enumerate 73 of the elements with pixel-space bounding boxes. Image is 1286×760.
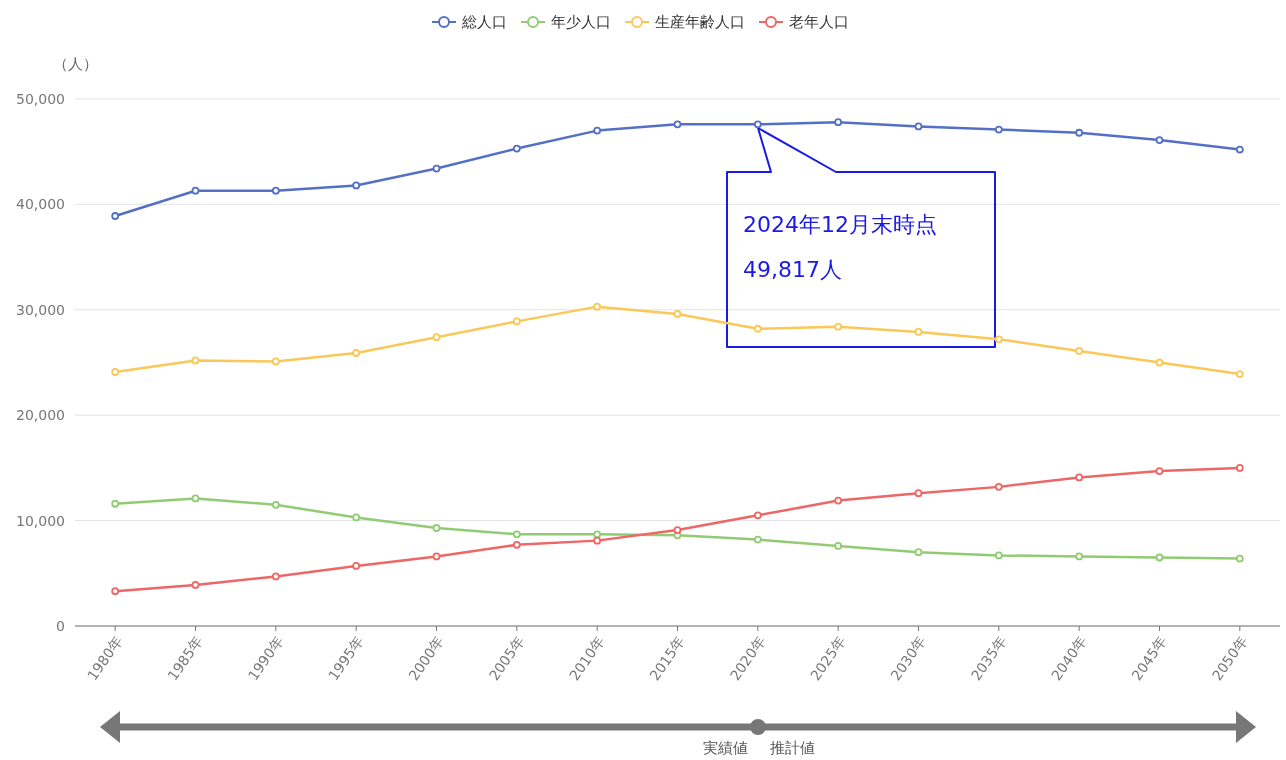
point: [352, 562, 361, 570]
point: [914, 548, 923, 557]
point: [271, 572, 280, 581]
annotation: 2024年12月末時点 49,817人: [743, 212, 937, 282]
y-tick-label: 10,000: [16, 512, 65, 529]
point: [432, 333, 441, 342]
point: [994, 125, 1003, 134]
point: [1155, 467, 1164, 475]
point: [512, 317, 521, 326]
point: [994, 335, 1003, 344]
point: [512, 144, 521, 153]
point: [1235, 370, 1244, 378]
point: [1155, 136, 1164, 145]
point: [1235, 464, 1244, 472]
point: [352, 181, 361, 190]
point: [1075, 128, 1084, 137]
y-tick-label: 0: [56, 617, 65, 634]
point: [834, 322, 843, 331]
y-axis-title: （人）: [52, 55, 98, 74]
point: [191, 580, 200, 589]
point: [271, 357, 280, 366]
point: [1075, 473, 1084, 482]
point: [593, 530, 602, 539]
point: [432, 552, 441, 561]
point: [593, 536, 602, 545]
point: [1155, 553, 1164, 562]
point: [753, 324, 762, 333]
point: [271, 500, 280, 509]
point: [834, 542, 843, 550]
point: [673, 526, 682, 534]
point: [753, 535, 762, 544]
point: [914, 328, 923, 336]
point: [111, 368, 120, 376]
point: [191, 356, 200, 365]
y-tick-label: 50,000: [16, 90, 65, 107]
point: [753, 511, 762, 520]
point: [1075, 552, 1084, 561]
legend-label: 老年人口: [789, 13, 849, 32]
text: 実績値: [703, 739, 748, 758]
point: [1235, 145, 1244, 154]
point: [593, 126, 602, 135]
point: [271, 186, 280, 195]
point: [512, 540, 521, 549]
point: [352, 513, 361, 522]
legend-label: 年少人口: [551, 13, 611, 32]
point: [593, 302, 602, 311]
point: [432, 164, 441, 173]
point: [512, 530, 521, 539]
point: [111, 212, 120, 220]
y-tick-label: 30,000: [16, 301, 65, 318]
point: [111, 499, 120, 508]
point: [994, 482, 1003, 491]
legend-label: 総人口: [461, 13, 507, 32]
point: [1155, 358, 1164, 367]
point: [432, 524, 441, 532]
point: [191, 494, 200, 503]
point: [914, 489, 923, 498]
point: [352, 349, 361, 357]
point: [994, 551, 1003, 560]
point: [673, 310, 682, 318]
point: [1075, 347, 1084, 355]
point: [753, 120, 762, 129]
point: [834, 496, 843, 505]
y-tick-label: 20,000: [16, 407, 65, 424]
point: [1235, 554, 1244, 563]
text: 推計値: [770, 739, 815, 758]
point: [673, 120, 682, 129]
y-tick-label: 40,000: [16, 196, 65, 213]
legend-label: 生産年齢人口: [655, 13, 745, 32]
point: [191, 186, 200, 195]
point: [834, 118, 843, 127]
point: [111, 587, 120, 596]
point: [914, 122, 923, 131]
